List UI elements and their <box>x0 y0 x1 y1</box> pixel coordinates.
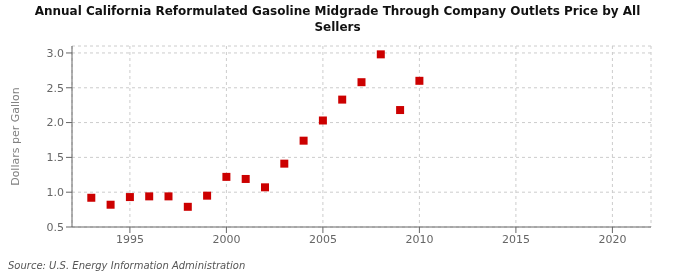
html-text:Sellers: Sellers <box>314 20 361 34</box>
html-text:Source: U.S. Energy Informatio: Source: U.S. Energy Information Administ… <box>8 260 246 271</box>
svg-text:2015: 2015 <box>502 233 530 246</box>
svg-text:1995: 1995 <box>116 233 144 246</box>
svg-text:2000: 2000 <box>212 233 240 246</box>
svg-text:Dollars per Gallon: Dollars per Gallon <box>9 87 22 186</box>
svg-text:2005: 2005 <box>309 233 337 246</box>
svg-text:2.5: 2.5 <box>47 82 65 95</box>
svg-text:2.0: 2.0 <box>47 116 65 129</box>
svg-text:1.0: 1.0 <box>47 186 65 199</box>
svg-text:2010: 2010 <box>405 233 433 246</box>
svg-text:3.0: 3.0 <box>47 47 65 60</box>
svg-text:0.5: 0.5 <box>47 221 65 234</box>
svg-text:1.5: 1.5 <box>47 151 65 164</box>
svg-text:2020: 2020 <box>598 233 626 246</box>
html-text:Annual California Reformulated: Annual California Reformulated Gasoline … <box>34 4 641 18</box>
